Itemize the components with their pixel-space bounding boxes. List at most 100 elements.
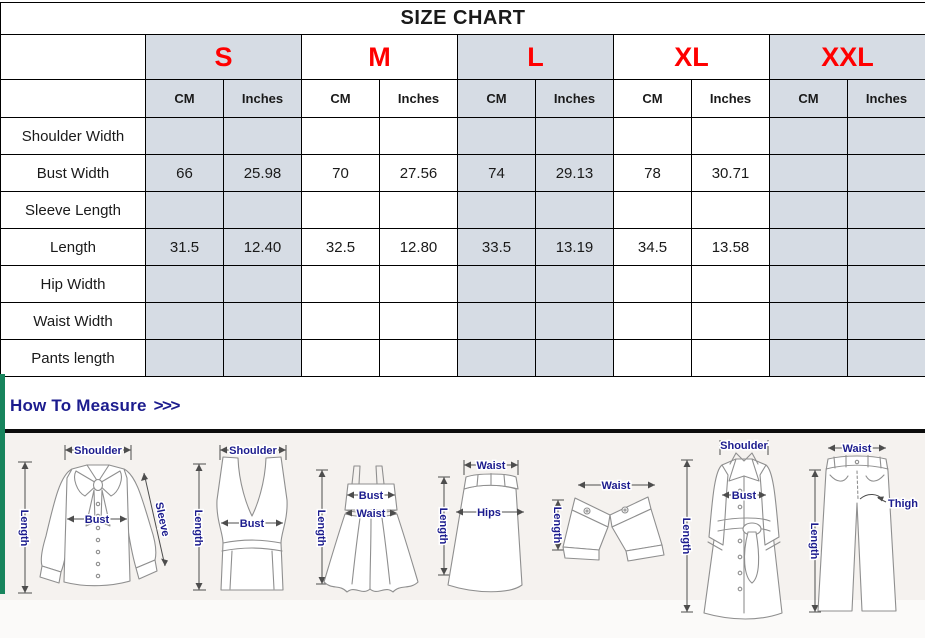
table-cell: 12.80 — [379, 228, 458, 266]
table-cell — [769, 228, 848, 266]
table-cell: 33.5 — [457, 228, 536, 266]
measure-label-length: Length — [808, 523, 820, 560]
table-cell — [145, 191, 224, 229]
size-header-xxl: XXL — [768, 34, 925, 80]
table-cell — [145, 117, 224, 155]
table-cell — [223, 339, 302, 377]
unit-header: CM — [457, 79, 536, 118]
table-cell — [535, 339, 614, 377]
row-label: Waist Width — [0, 302, 146, 340]
diagram-coat: Shoulder Bust Length — [676, 437, 818, 637]
measure-label-length: Length — [192, 510, 204, 547]
measure-diagrams: Shoulder Length Bust Sleeve — [0, 433, 925, 638]
measure-label-waist: Waist — [357, 508, 386, 520]
how-to-measure-text: How To Measure — [10, 396, 147, 415]
measure-label-waist: Waist — [477, 460, 506, 472]
table-cell — [145, 265, 224, 303]
table-cell — [379, 191, 458, 229]
unit-header: Inches — [223, 79, 302, 118]
how-to-measure-heading: How To Measure >>> — [10, 396, 181, 416]
measure-label-length: Length — [680, 518, 692, 555]
table-cell: 34.5 — [613, 228, 692, 266]
table-cell — [535, 191, 614, 229]
measure-label-length: Length — [437, 508, 449, 545]
row-label: Shoulder Width — [0, 117, 146, 155]
diagram-tank-top: Shoulder Length Bust — [190, 440, 302, 600]
diagram-dress: Bust Waist Length — [314, 458, 424, 610]
table-cell — [457, 117, 536, 155]
section-divider — [0, 429, 925, 433]
table-cell — [691, 191, 770, 229]
table-cell — [535, 302, 614, 340]
table-cell — [846, 228, 925, 266]
measure-label-bust: Bust — [240, 518, 265, 530]
table-cell — [846, 339, 925, 377]
unit-header: CM — [301, 79, 380, 118]
table-cell — [769, 154, 848, 192]
table-cell — [613, 302, 692, 340]
table-cell — [691, 117, 770, 155]
table-cell — [379, 339, 458, 377]
table-cell — [145, 339, 224, 377]
measure-label-waist: Waist — [602, 480, 631, 492]
table-cell — [613, 265, 692, 303]
table-row: Sleeve Length — [0, 191, 925, 229]
table-cell — [691, 339, 770, 377]
size-header-l: L — [457, 34, 614, 80]
table-cell: 78 — [613, 154, 692, 192]
measure-label-waist: Waist — [843, 443, 872, 455]
table-cell: 74 — [457, 154, 536, 192]
table-row: Length 31.5 12.40 32.5 12.80 33.5 13.19 … — [0, 228, 925, 266]
measure-label-sleeve: Sleeve — [152, 501, 171, 538]
measure-label-shoulder: Shoulder — [229, 445, 277, 457]
table-cell — [457, 191, 536, 229]
unit-header-row: CM Inches CM Inches CM Inches CM Inches … — [0, 79, 925, 118]
unit-header: Inches — [379, 79, 458, 118]
table-row: Pants length — [0, 339, 925, 377]
measure-label-bust: Bust — [732, 490, 757, 502]
table-row: Hip Width — [0, 265, 925, 303]
table-cell: 29.13 — [535, 154, 614, 192]
table-cell: 70 — [301, 154, 380, 192]
table-cell — [535, 117, 614, 155]
measure-label-shoulder: Shoulder — [74, 445, 122, 457]
table-cell — [301, 117, 380, 155]
page-title: SIZE CHART — [0, 2, 925, 35]
measure-label-hips: Hips — [477, 507, 501, 519]
table-cell — [769, 191, 848, 229]
table-cell — [846, 117, 925, 155]
measure-label-length: Length — [18, 510, 30, 547]
table-row: Bust Width 66 25.98 70 27.56 74 29.13 78… — [0, 154, 925, 192]
table-cell: 27.56 — [379, 154, 458, 192]
unit-header: Inches — [691, 79, 770, 118]
table-cell: 12.40 — [223, 228, 302, 266]
measure-label-bust: Bust — [359, 490, 384, 502]
green-edge-bar — [0, 374, 5, 594]
size-header-s: S — [145, 34, 302, 80]
table-cell — [223, 302, 302, 340]
table-cell — [379, 265, 458, 303]
table-cell — [457, 302, 536, 340]
table-cell — [223, 191, 302, 229]
table-cell — [769, 117, 848, 155]
table-cell — [769, 265, 848, 303]
size-header-xl: XL — [613, 34, 770, 80]
table-cell: 13.19 — [535, 228, 614, 266]
table-cell — [769, 302, 848, 340]
measure-label-length: Length — [315, 510, 327, 547]
unit-header: Inches — [535, 79, 614, 118]
row-label: Length — [0, 228, 146, 266]
row-label: Hip Width — [0, 265, 146, 303]
table-cell — [145, 302, 224, 340]
table-cell — [301, 265, 380, 303]
unit-header: CM — [145, 79, 224, 118]
size-header-m: M — [301, 34, 458, 80]
table-cell — [613, 117, 692, 155]
chevrons-icon: >>> — [153, 396, 181, 415]
table-cell — [457, 339, 536, 377]
table-cell — [846, 154, 925, 192]
measure-label-bust: Bust — [85, 514, 110, 526]
table-cell — [301, 339, 380, 377]
table-row: Waist Width — [0, 302, 925, 340]
measure-label-length: Length — [551, 507, 563, 544]
